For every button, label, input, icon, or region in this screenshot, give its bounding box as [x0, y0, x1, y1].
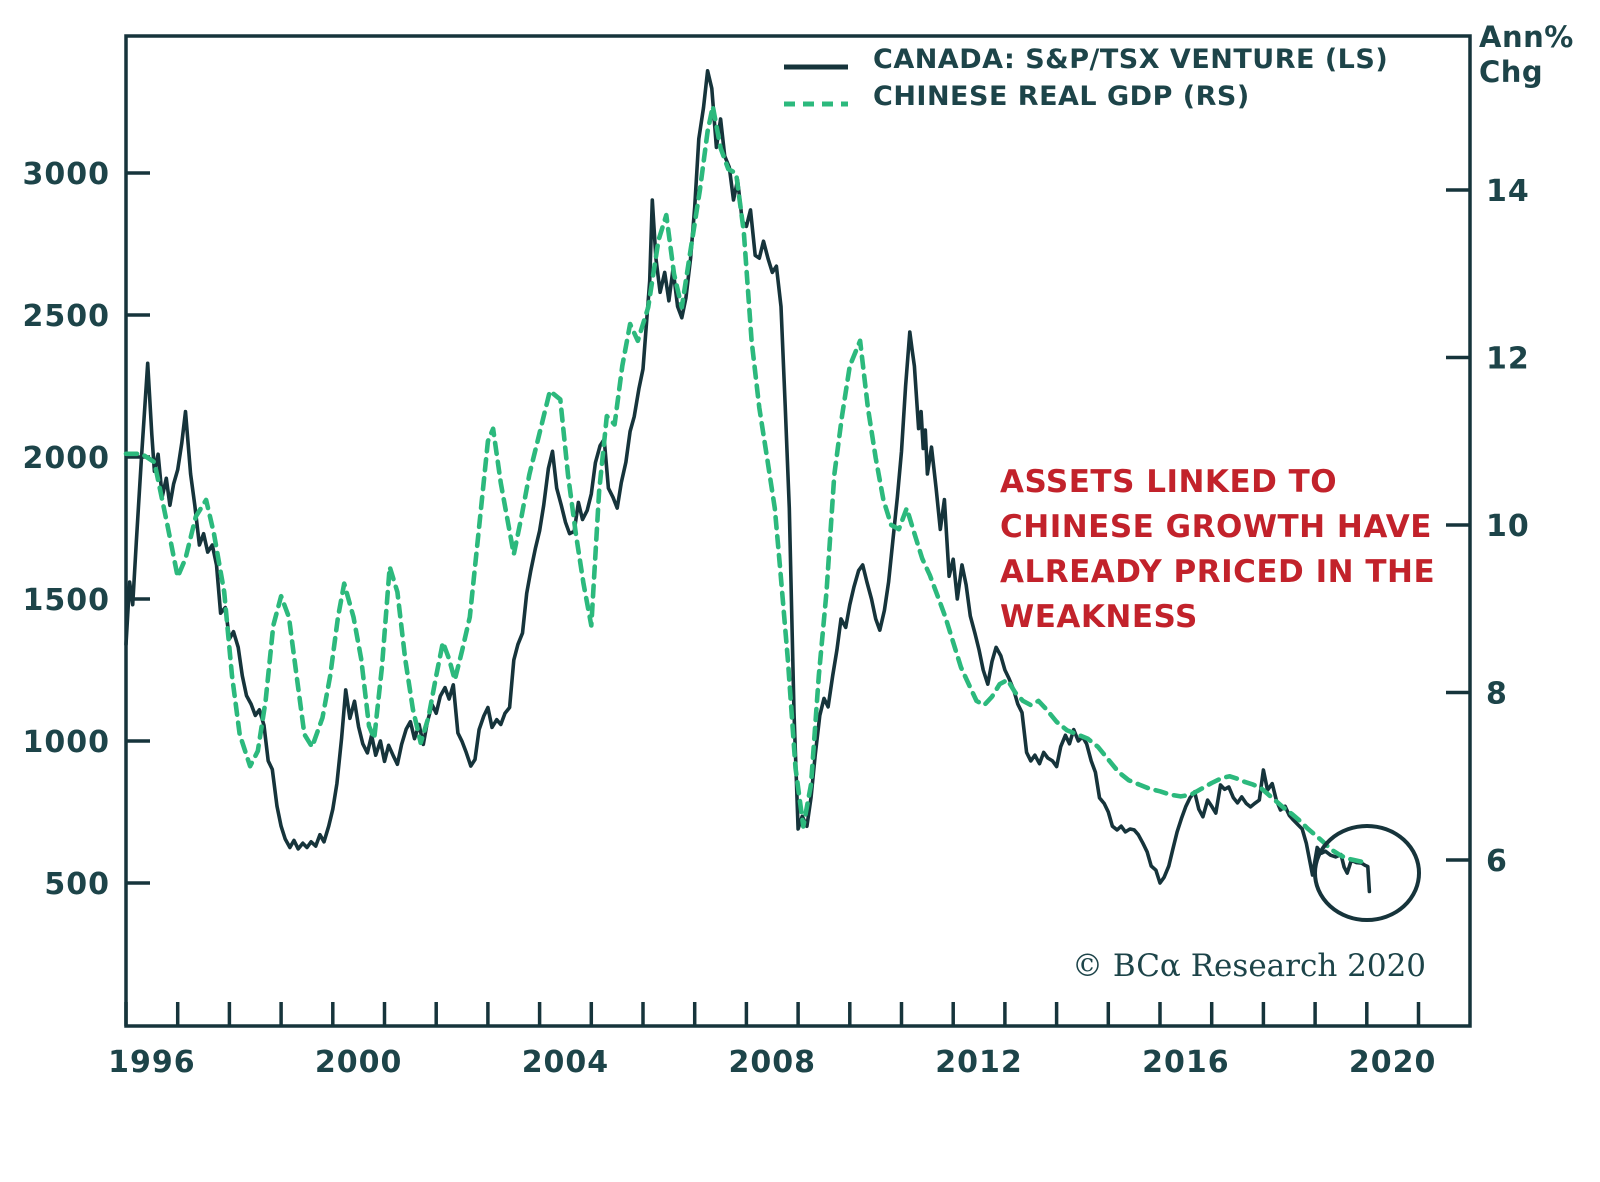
left-axis-tick-label: 3000	[23, 157, 111, 192]
x-axis-year-label: 2008	[729, 1045, 817, 1080]
right-axis-title-line2: Chg	[1479, 55, 1544, 89]
annotation-line: WEAKNESS	[1000, 599, 1198, 635]
legend-label-tsx-venture: CANADA: S&P/TSX VENTURE (LS)	[873, 44, 1389, 75]
x-axis-year-label: 1996	[108, 1045, 196, 1080]
x-axis-year-label: 2004	[522, 1045, 610, 1080]
right-axis-title: Ann% Chg	[1479, 20, 1574, 90]
right-axis-tick-label: 12	[1486, 342, 1530, 377]
copyright-note: © BCα Research 2020	[1072, 948, 1427, 984]
legend-swatch-solid-line	[783, 56, 849, 69]
series-line-chinese-gdp	[123, 104, 1364, 865]
legend-swatch-dashed-line	[783, 93, 849, 106]
highlight-circle-annotation	[1313, 824, 1421, 922]
right-axis-title-line1: Ann%	[1479, 20, 1574, 54]
left-axis-tick-label: 500	[44, 867, 110, 902]
right-axis-tick-label: 8	[1486, 677, 1508, 712]
right-axis-tick-label: 6	[1486, 844, 1508, 879]
left-axis-tick-label: 1000	[23, 725, 111, 760]
annotation-line: ALREADY PRICED IN THE	[1000, 554, 1436, 590]
red-annotation: ASSETS LINKED TO CHINESE GROWTH HAVE ALR…	[1000, 460, 1435, 640]
left-axis-tick-label: 2000	[23, 441, 111, 476]
right-axis-tick-label: 14	[1486, 174, 1530, 209]
annotation-line: ASSETS LINKED TO	[1000, 464, 1338, 500]
right-axis-tick-label: 10	[1486, 509, 1530, 544]
left-axis-tick-label: 2500	[23, 299, 111, 334]
annotation-line: CHINESE GROWTH HAVE	[1000, 509, 1432, 545]
legend-item-tsx-venture: CANADA: S&P/TSX VENTURE (LS)	[783, 41, 1388, 78]
x-axis-year-label: 2016	[1142, 1045, 1230, 1080]
x-axis-year-label: 2020	[1349, 1045, 1437, 1080]
x-axis-year-label: 2012	[935, 1045, 1023, 1080]
legend-item-chinese-gdp: CHINESE REAL GDP (RS)	[783, 78, 1388, 115]
x-axis-year-label: 2000	[315, 1045, 403, 1080]
series-line-tsx-venture	[124, 69, 1372, 894]
left-axis-tick-label: 1500	[23, 583, 111, 618]
chart-legend: CANADA: S&P/TSX VENTURE (LS) CHINESE REA…	[783, 41, 1388, 115]
legend-label-chinese-gdp: CHINESE REAL GDP (RS)	[873, 81, 1250, 112]
